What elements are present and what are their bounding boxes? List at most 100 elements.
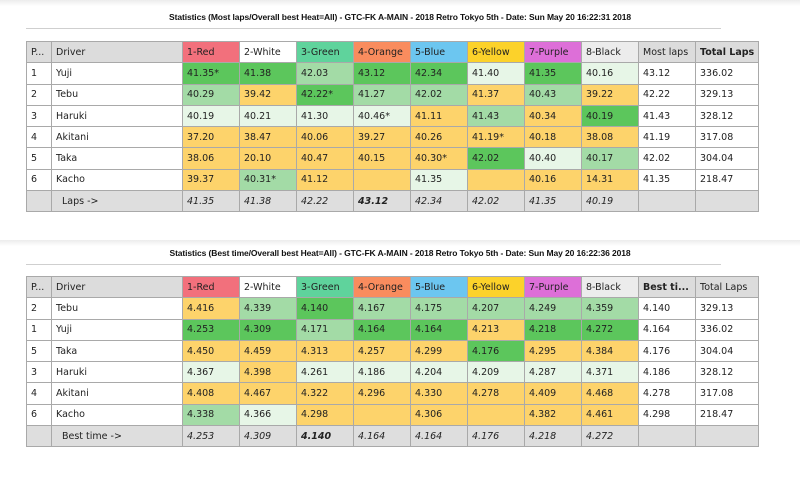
- driver-cell: Akitani: [51, 382, 183, 405]
- lane-value-cell: 4.339: [239, 297, 297, 320]
- table-row: 3 Haruki 4.367 4.398 4.261 4.186 4.204 4.209 4.2…: [26, 361, 759, 384]
- column-header-lane[interactable]: 5-Blue: [410, 40, 468, 64]
- lane-value-cell: 42.22*: [296, 83, 354, 106]
- position-cell: 5: [26, 339, 52, 363]
- column-header-lane[interactable]: 6-Yellow: [467, 40, 525, 64]
- footer-blank-cell: [695, 425, 759, 448]
- extra-value-cell: 4.140: [638, 297, 696, 320]
- footer-label: Laps ->: [51, 190, 183, 213]
- lane-value-cell: 37.20: [182, 126, 240, 149]
- driver-cell: Kacho: [51, 403, 183, 427]
- lane-value-cell: 4.278: [467, 382, 525, 405]
- column-header-total-laps[interactable]: Total Laps: [695, 40, 759, 64]
- driver-cell: Yuji: [51, 62, 183, 85]
- driver-cell: Haruki: [51, 104, 183, 128]
- column-header-lane[interactable]: 6-Yellow: [467, 275, 525, 299]
- lane-value-cell: 4.295: [524, 339, 582, 363]
- lane-value-cell: 4.309: [239, 318, 297, 341]
- total-laps-cell: 328.12: [695, 361, 759, 384]
- column-header-position[interactable]: P...: [26, 275, 52, 299]
- column-header-position[interactable]: P...: [26, 40, 52, 64]
- lane-value-cell: 4.218: [524, 318, 582, 341]
- lane-value-cell: 39.22: [581, 83, 639, 106]
- total-laps-cell: 328.12: [695, 104, 759, 128]
- lane-value-cell: 40.18: [524, 126, 582, 149]
- lane-value-cell: 4.296: [353, 382, 411, 405]
- total-laps-cell: 304.04: [695, 147, 759, 170]
- position-cell: 4: [26, 382, 52, 405]
- lane-value-cell: 41.27: [353, 83, 411, 106]
- total-laps-cell: 218.47: [695, 403, 759, 427]
- column-header-lane[interactable]: 1-Red: [182, 40, 240, 64]
- driver-cell: Kacho: [51, 168, 183, 192]
- footer-blank-cell: [695, 190, 759, 213]
- table-row: 2 Tebu 4.416 4.339 4.140 4.167 4.175 4.207 4.249…: [26, 297, 759, 320]
- lane-value-cell: 4.313: [296, 339, 354, 363]
- column-header-lane[interactable]: 7-Purple: [524, 40, 582, 64]
- extra-value-cell: 4.298: [638, 403, 696, 427]
- column-header-lane[interactable]: 5-Blue: [410, 275, 468, 299]
- lane-value-cell: [467, 168, 525, 192]
- column-header-lane[interactable]: 8-Black: [581, 275, 639, 299]
- column-header-lane[interactable]: 1-Red: [182, 275, 240, 299]
- column-header-extra[interactable]: Best ti...: [638, 275, 696, 299]
- column-header-driver[interactable]: Driver: [51, 40, 183, 64]
- column-header-lane[interactable]: 4-Orange: [353, 40, 411, 64]
- lane-value-cell: 40.29: [182, 83, 240, 106]
- lane-value-cell: 41.11: [410, 104, 468, 128]
- extra-value-cell: 41.43: [638, 104, 696, 128]
- column-header-lane[interactable]: 2-White: [239, 275, 297, 299]
- position-cell: 6: [26, 403, 52, 427]
- total-laps-cell: 317.08: [695, 126, 759, 149]
- extra-value-cell: 4.164: [638, 318, 696, 341]
- header-row: P... Driver 1-Red 2-White 3-Green 4-Orange 5-B…: [26, 275, 759, 299]
- column-header-lane[interactable]: 7-Purple: [524, 275, 582, 299]
- footer-row: Laps -> 41.35 41.38 42.22 43.12 42.34 42.02 41.…: [26, 190, 759, 213]
- column-header-lane[interactable]: 3-Green: [296, 40, 354, 64]
- column-header-extra[interactable]: Most laps: [638, 40, 696, 64]
- column-header-lane[interactable]: 3-Green: [296, 275, 354, 299]
- position-cell: 1: [26, 318, 52, 341]
- footer-blank-cell: [638, 190, 696, 213]
- lane-value-cell: 40.06: [296, 126, 354, 149]
- column-header-total-laps[interactable]: Total Laps: [695, 275, 759, 299]
- best-time-title: Statistics (Best time/Overall best Heat=…: [169, 248, 631, 258]
- lane-value-cell: 4.330: [410, 382, 468, 405]
- most-laps-table: P... Driver 1-Red 2-White 3-Green 4-Orange 5-B…: [26, 40, 759, 213]
- footer-best-value: 42.22: [296, 190, 354, 213]
- driver-cell: Tebu: [51, 83, 183, 106]
- lane-value-cell: 4.209: [467, 361, 525, 384]
- footer-best-value: 4.176: [467, 425, 525, 448]
- column-header-lane[interactable]: 8-Black: [581, 40, 639, 64]
- lane-value-cell: 40.31*: [239, 168, 297, 192]
- table-row: 5 Taka 38.06 20.10 40.47 40.15 40.30* 42.02 40.4…: [26, 147, 759, 170]
- lane-value-cell: 42.03: [296, 62, 354, 85]
- total-laps-cell: 304.04: [695, 339, 759, 363]
- lane-value-cell: 41.35: [410, 168, 468, 192]
- extra-value-cell: 41.19: [638, 126, 696, 149]
- lane-value-cell: 4.371: [581, 361, 639, 384]
- best-time-table: P... Driver 1-Red 2-White 3-Green 4-Orange 5-B…: [26, 275, 759, 448]
- column-header-lane[interactable]: 2-White: [239, 40, 297, 64]
- lane-value-cell: 41.38: [239, 62, 297, 85]
- footer-blank-cell: [26, 190, 52, 213]
- lane-value-cell: 4.306: [410, 403, 468, 427]
- lane-value-cell: 40.30*: [410, 147, 468, 170]
- lane-value-cell: 40.19: [182, 104, 240, 128]
- column-header-lane[interactable]: 4-Orange: [353, 275, 411, 299]
- lane-value-cell: 4.204: [410, 361, 468, 384]
- footer-best-value: 43.12: [353, 190, 411, 213]
- lane-value-cell: 39.42: [239, 83, 297, 106]
- position-cell: 3: [26, 104, 52, 128]
- lane-value-cell: 38.08: [581, 126, 639, 149]
- footer-row: Best time -> 4.253 4.309 4.140 4.164 4.164 4.1…: [26, 425, 759, 448]
- page-edge: [0, 0, 800, 6]
- lane-value-cell: 4.467: [239, 382, 297, 405]
- column-header-driver[interactable]: Driver: [51, 275, 183, 299]
- title-underline: [26, 28, 721, 29]
- lane-value-cell: [353, 403, 411, 427]
- lane-value-cell: 41.35: [524, 62, 582, 85]
- lane-value-cell: 4.322: [296, 382, 354, 405]
- lane-value-cell: 41.37: [467, 83, 525, 106]
- footer-best-value: 41.35: [182, 190, 240, 213]
